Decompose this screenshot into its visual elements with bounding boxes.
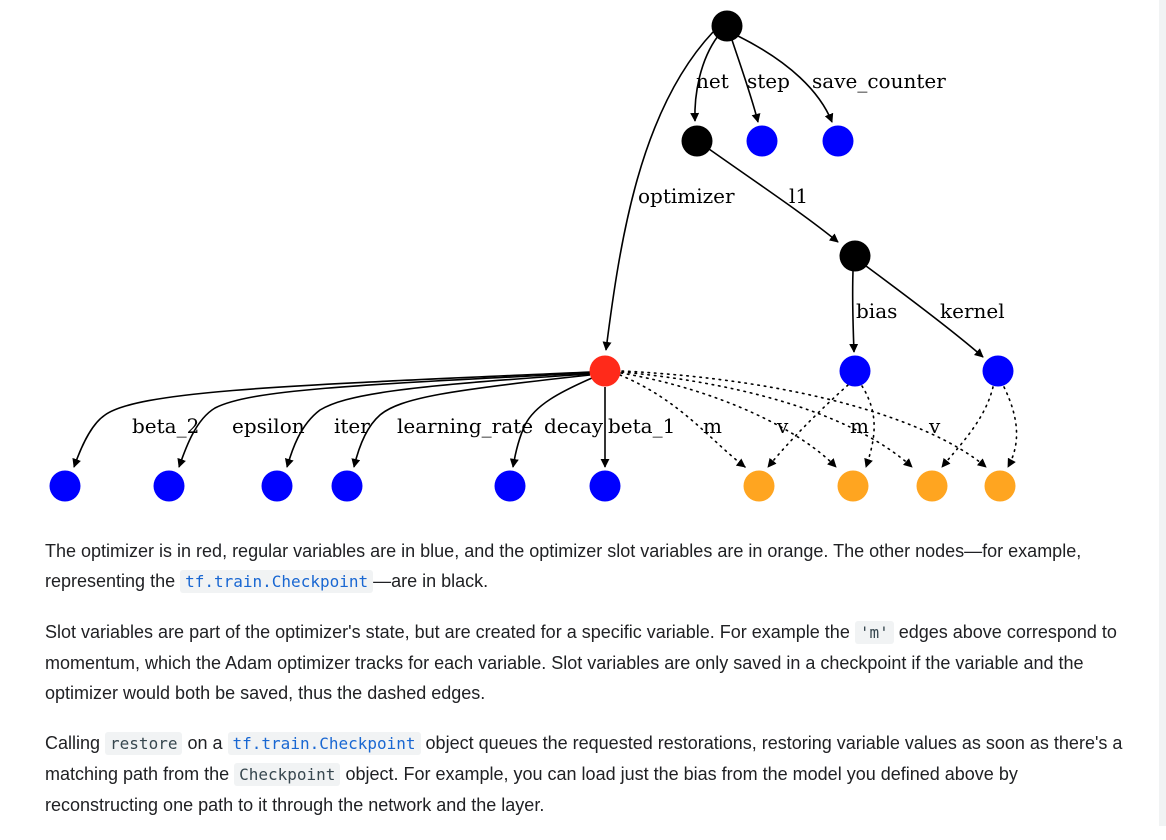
code-checkpoint: Checkpoint xyxy=(234,763,341,786)
node-bias xyxy=(839,355,871,387)
node-decay xyxy=(494,470,526,502)
text: —are in black. xyxy=(373,571,489,591)
edge-iter xyxy=(284,373,591,468)
edge-label-step: step xyxy=(747,69,790,93)
edge-step xyxy=(731,39,761,123)
edge-label-v-1: v xyxy=(776,414,789,438)
edge-label-kernel: kernel xyxy=(940,299,1005,323)
node-slot-2 xyxy=(837,470,869,502)
edge-kernel-slot-1 xyxy=(941,386,994,468)
node-iter xyxy=(261,470,293,502)
edge-net xyxy=(690,35,719,122)
graph-edges xyxy=(72,31,984,468)
edge-slot-m-2 xyxy=(621,371,913,468)
edge-labels: net step save_counter optimizer l1 bias … xyxy=(132,69,1005,438)
text: Calling xyxy=(45,733,106,753)
node-net xyxy=(681,125,713,157)
graph-dotted-edges xyxy=(619,370,1018,468)
code-link-checkpoint[interactable]: tf.train.Checkpoint xyxy=(180,570,374,593)
edge-label-decay: decay xyxy=(544,414,604,438)
code-link-checkpoint[interactable]: tf.train.Checkpoint xyxy=(227,732,421,755)
node-epsilon xyxy=(153,470,185,502)
edge-label-bias: bias xyxy=(856,299,897,323)
edge-label-save-counter: save_counter xyxy=(812,69,946,93)
edge-save-counter xyxy=(737,35,834,123)
edge-epsilon xyxy=(177,372,591,468)
text: on a xyxy=(182,733,228,753)
checkpoint-dependency-graph: net step save_counter optimizer l1 bias … xyxy=(49,10,1018,502)
edge-label-iter: iter xyxy=(334,414,370,438)
graph-nodes xyxy=(49,10,1016,502)
node-kernel xyxy=(982,355,1014,387)
edge-l1 xyxy=(708,148,839,243)
node-beta-1 xyxy=(589,470,621,502)
node-learning-rate xyxy=(331,470,363,502)
text: object queues the requested restorations… xyxy=(45,733,1123,784)
paragraph-color-legend: The optimizer is in red, regular variabl… xyxy=(45,536,1135,597)
edge-optimizer xyxy=(602,31,714,351)
paragraph-slot-variables: Slot variables are part of the optimizer… xyxy=(45,617,1135,708)
edge-slot-m-1 xyxy=(619,374,746,468)
edge-slot-v-1 xyxy=(620,372,837,468)
edge-label-optimizer: optimizer xyxy=(638,184,735,208)
text: edges above correspond to momentum, whic… xyxy=(45,622,1117,703)
edge-kernel xyxy=(865,265,984,358)
edge-label-net: net xyxy=(696,69,729,93)
node-save-counter xyxy=(822,125,854,157)
edge-kernel-slot-2 xyxy=(1003,386,1018,468)
text: Slot variables are part of the optimizer… xyxy=(45,622,855,642)
edge-bias-slot-1 xyxy=(767,384,849,468)
text: The optimizer is in red, regular variabl… xyxy=(45,541,1082,591)
node-step xyxy=(746,125,778,157)
node-l1 xyxy=(839,240,871,272)
edge-beta-2 xyxy=(72,371,591,468)
text: object. For example, you can load just t… xyxy=(45,764,1018,815)
node-slot-4 xyxy=(984,470,1016,502)
paragraph-restore: Calling restore on a tf.train.Checkpoint… xyxy=(45,728,1135,820)
edge-learning-rate xyxy=(351,374,591,468)
edge-label-epsilon: epsilon xyxy=(232,414,305,438)
edge-label-beta-2: beta_2 xyxy=(132,414,199,438)
edge-label-beta-1: beta_1 xyxy=(608,414,675,438)
edge-label-learning-rate: learning_rate xyxy=(397,414,533,438)
edge-label-l1: l1 xyxy=(789,184,808,208)
scrollbar[interactable] xyxy=(1159,0,1166,826)
node-optimizer xyxy=(589,355,621,387)
edge-label-m-2: m xyxy=(850,414,869,438)
article-body: The optimizer is in red, regular variabl… xyxy=(45,536,1135,840)
node-slot-3 xyxy=(916,470,948,502)
code-m: 'm' xyxy=(854,621,894,644)
edge-label-m-1: m xyxy=(703,414,722,438)
edge-label-v-2: v xyxy=(928,414,941,438)
code-restore: restore xyxy=(105,732,183,755)
node-root xyxy=(711,10,743,42)
node-beta-2 xyxy=(49,470,81,502)
edge-decay xyxy=(509,377,593,468)
edge-bias xyxy=(849,270,859,353)
node-slot-1 xyxy=(743,470,775,502)
